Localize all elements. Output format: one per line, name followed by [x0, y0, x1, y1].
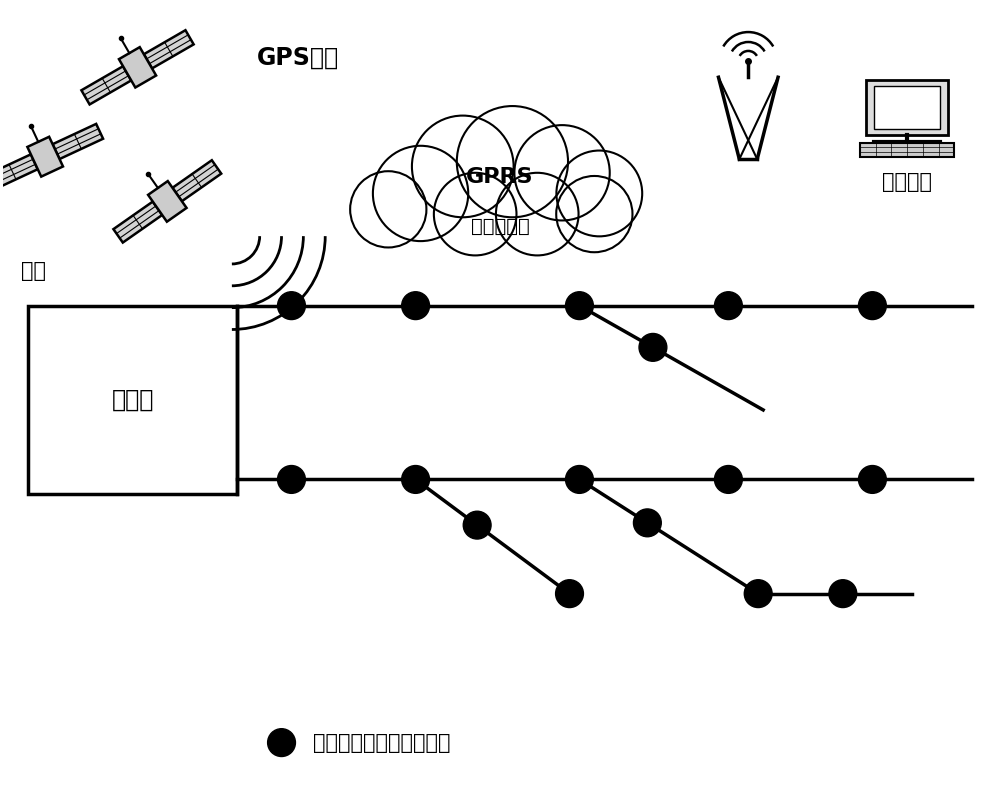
- Circle shape: [858, 292, 886, 319]
- Circle shape: [858, 466, 886, 494]
- Text: 监控主站: 监控主站: [882, 171, 932, 191]
- Polygon shape: [0, 154, 38, 190]
- Circle shape: [639, 334, 667, 362]
- Text: 变电站: 变电站: [111, 388, 154, 412]
- Circle shape: [714, 292, 742, 319]
- Circle shape: [744, 580, 772, 607]
- Circle shape: [278, 292, 305, 319]
- Circle shape: [412, 115, 514, 218]
- Text: GPS卫星: GPS卫星: [257, 46, 339, 70]
- FancyBboxPatch shape: [860, 142, 954, 157]
- Circle shape: [434, 173, 516, 255]
- Circle shape: [463, 511, 491, 539]
- Circle shape: [373, 146, 468, 241]
- Circle shape: [566, 466, 593, 494]
- Circle shape: [496, 173, 579, 255]
- Polygon shape: [144, 30, 194, 69]
- Circle shape: [268, 729, 295, 757]
- Polygon shape: [27, 137, 63, 177]
- Polygon shape: [81, 66, 131, 105]
- Polygon shape: [119, 47, 156, 87]
- Polygon shape: [172, 160, 221, 202]
- FancyBboxPatch shape: [866, 80, 948, 135]
- Circle shape: [566, 292, 593, 319]
- Text: GPRS: GPRS: [466, 166, 534, 186]
- Circle shape: [714, 466, 742, 494]
- Circle shape: [829, 580, 857, 607]
- FancyBboxPatch shape: [28, 306, 237, 494]
- Polygon shape: [148, 181, 187, 222]
- Circle shape: [350, 171, 426, 247]
- Text: 装有故障定位装置的节点: 装有故障定位装置的节点: [313, 733, 451, 753]
- Circle shape: [278, 466, 305, 494]
- Text: 移动通信网: 移动通信网: [471, 217, 529, 236]
- Circle shape: [457, 106, 568, 218]
- FancyBboxPatch shape: [874, 86, 940, 129]
- Polygon shape: [53, 124, 103, 159]
- Circle shape: [556, 580, 583, 607]
- Circle shape: [556, 176, 632, 252]
- Circle shape: [633, 509, 661, 537]
- Polygon shape: [113, 202, 162, 242]
- Circle shape: [556, 150, 642, 236]
- Circle shape: [402, 466, 429, 494]
- Circle shape: [402, 292, 429, 319]
- Circle shape: [514, 125, 610, 221]
- Text: 授时: 授时: [21, 261, 46, 281]
